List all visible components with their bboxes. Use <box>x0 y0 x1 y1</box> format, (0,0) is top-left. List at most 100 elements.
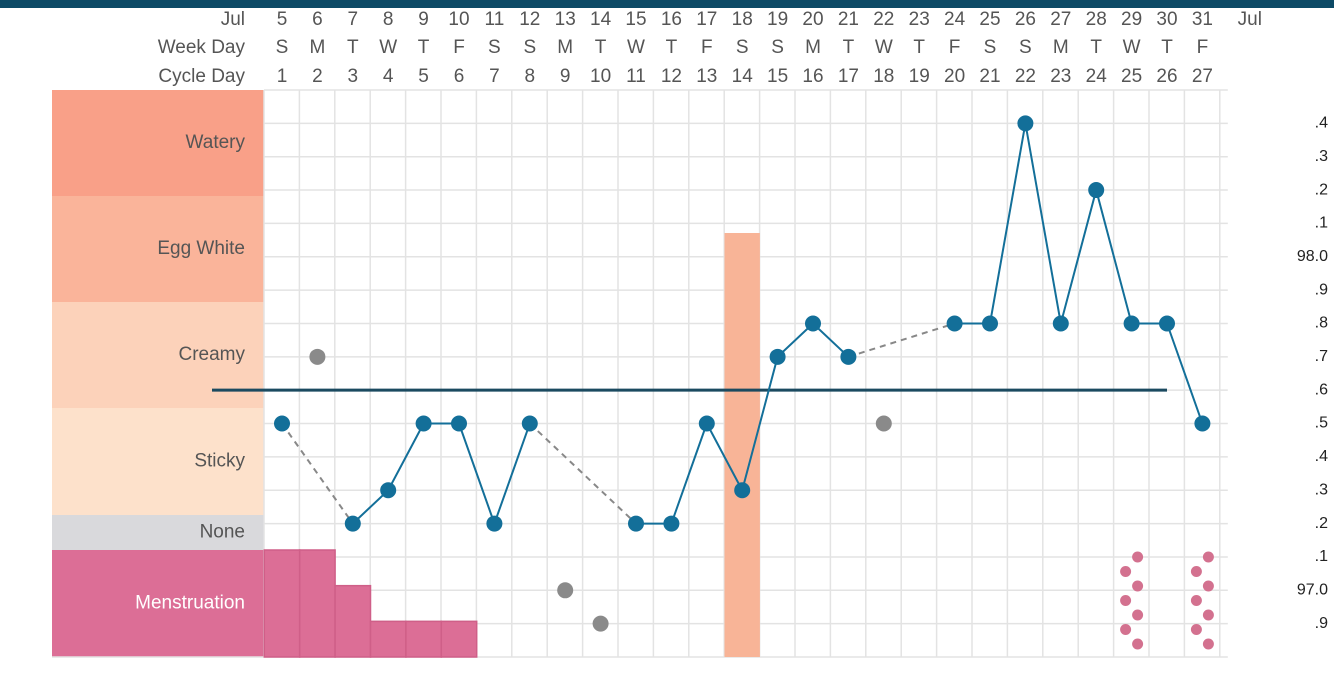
weekday-label: T <box>913 37 925 58</box>
date-label: 17 <box>696 9 717 30</box>
temperature-point <box>1052 315 1069 332</box>
temperature-point <box>663 515 680 532</box>
cycle-day-label: 14 <box>732 66 754 87</box>
weekday-label: M <box>557 37 573 58</box>
spotting-dot <box>1190 624 1202 635</box>
cycle-day-label: 2 <box>312 66 323 87</box>
temperature-point <box>415 415 432 432</box>
weekday-label: F <box>701 37 713 58</box>
date-label: 21 <box>838 9 859 30</box>
cycle-day-label: 9 <box>560 66 571 87</box>
excluded-point <box>875 415 892 432</box>
y-tick-label: .5 <box>1315 415 1328 432</box>
y-tick-label: .6 <box>1315 381 1328 398</box>
weekday-label: T <box>843 37 855 58</box>
cycle-day-label: 8 <box>525 66 536 87</box>
y-tick-label: .2 <box>1315 515 1328 532</box>
date-label: 28 <box>1086 9 1107 30</box>
spotting-dot <box>1202 551 1214 563</box>
temperature-point <box>521 415 538 432</box>
cycle-day-label: 5 <box>418 66 429 87</box>
date-label: 30 <box>1156 9 1177 30</box>
fluid-band <box>52 515 264 550</box>
y-tick-label: .2 <box>1315 181 1328 198</box>
y-tick-label: .7 <box>1315 348 1328 365</box>
y-tick-label: .9 <box>1315 281 1328 298</box>
weekday-label: T <box>1090 37 1102 58</box>
weekday-label: T <box>595 37 607 58</box>
date-label: 19 <box>767 9 788 30</box>
weekday-label: S <box>276 37 289 58</box>
temperature-point <box>380 482 397 499</box>
row-label: Cycle Day <box>158 66 245 87</box>
weekday-label: T <box>418 37 430 58</box>
weekday-label: S <box>984 37 997 58</box>
cycle-day-label: 11 <box>626 66 646 87</box>
excluded-point <box>557 582 574 599</box>
spotting <box>1190 551 1214 650</box>
band-label: Sticky <box>194 451 245 472</box>
spotting-dot <box>1132 580 1144 592</box>
cycle-day-label: 23 <box>1050 66 1071 87</box>
weekday-label: W <box>875 37 893 58</box>
cycle-day-label: 16 <box>802 66 823 87</box>
date-label: 7 <box>348 9 359 30</box>
cycle-day-label: 17 <box>838 66 859 87</box>
menstruation-cell <box>369 620 407 658</box>
cycle-day-label: 18 <box>873 66 894 87</box>
date-label: 26 <box>1015 9 1036 30</box>
cycle-day-label: 13 <box>696 66 717 87</box>
band-label: Egg White <box>157 238 245 259</box>
date-label: 31 <box>1192 9 1213 30</box>
row-label: Week Day <box>158 37 246 58</box>
y-tick-label: 98.0 <box>1297 248 1328 265</box>
date-label: 13 <box>555 9 576 30</box>
spotting-dot <box>1132 638 1144 650</box>
band-label: Menstruation <box>135 593 245 614</box>
y-tick-label: .3 <box>1315 148 1328 165</box>
fluid-band <box>52 196 264 302</box>
temperature-gap <box>529 422 637 525</box>
date-label: 8 <box>383 9 394 30</box>
date-label: 5 <box>277 9 288 30</box>
cycle-day-label: 26 <box>1156 66 1177 87</box>
temperature-gap <box>281 422 354 525</box>
y-tick-label: .3 <box>1315 481 1328 498</box>
temperature-point <box>769 348 786 365</box>
cycle-day-label: 20 <box>944 66 965 87</box>
cycle-day-label: 19 <box>909 66 930 87</box>
band-label: Watery <box>186 132 246 153</box>
weekday-label: F <box>949 37 961 58</box>
temperature-point <box>344 515 361 532</box>
weekday-label: M <box>1053 37 1069 58</box>
weekday-label: S <box>1019 37 1032 58</box>
date-label: 15 <box>625 9 646 30</box>
weekday-label: T <box>666 37 678 58</box>
weekday-label: W <box>379 37 397 58</box>
spotting-dot <box>1202 638 1214 650</box>
y-tick-label: .4 <box>1315 115 1328 132</box>
weekday-label: S <box>771 37 784 58</box>
date-label: 10 <box>448 9 469 30</box>
menstruation-cell <box>334 584 372 658</box>
cycle-day-label: 3 <box>348 66 359 87</box>
cycle-day-label: 6 <box>454 66 465 87</box>
cycle-day-label: 12 <box>661 66 682 87</box>
weekday-label: S <box>523 37 536 58</box>
cycle-day-label: 15 <box>767 66 788 87</box>
menstruation-cell <box>263 549 301 658</box>
y-tick-label: .8 <box>1315 315 1328 332</box>
cycle-day-label: 25 <box>1121 66 1142 87</box>
spotting-dot <box>1202 580 1214 592</box>
cycle-day-label: 24 <box>1086 66 1108 87</box>
date-label: 22 <box>873 9 894 30</box>
spotting-dot <box>1120 595 1132 606</box>
weekday-label: S <box>736 37 749 58</box>
temperature-point <box>1194 415 1211 432</box>
menstruation-cell <box>298 549 336 658</box>
y-tick-label: 97.0 <box>1297 582 1328 599</box>
temperature-gap <box>848 322 955 358</box>
weekday-label: T <box>1161 37 1173 58</box>
temperature-point <box>840 348 857 365</box>
temperature-point <box>946 315 963 332</box>
